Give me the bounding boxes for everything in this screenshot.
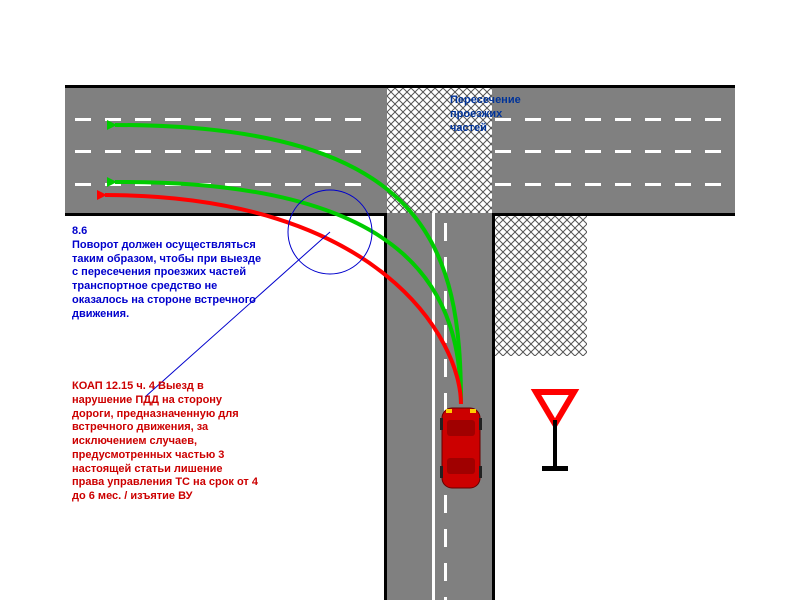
rule-8-6-text: 8.6Поворот должен осуществлятьсятаким об… [72,225,307,321]
koap-penalty-text: КОАП 12.15 ч. 4 Выезд внарушение ПДД на … [72,380,322,504]
road-border [65,213,387,216]
road-border [384,213,387,600]
road-border [492,213,735,216]
road-border [65,85,735,88]
vehicle-icon [440,404,482,492]
road-border [492,213,495,600]
intersection-label: Пересечениепроезжихчастей [450,94,580,135]
give-way-sign-icon [530,386,580,476]
diagram-canvas: Пересечениепроезжихчастей 8.6Поворот дол… [0,0,800,600]
